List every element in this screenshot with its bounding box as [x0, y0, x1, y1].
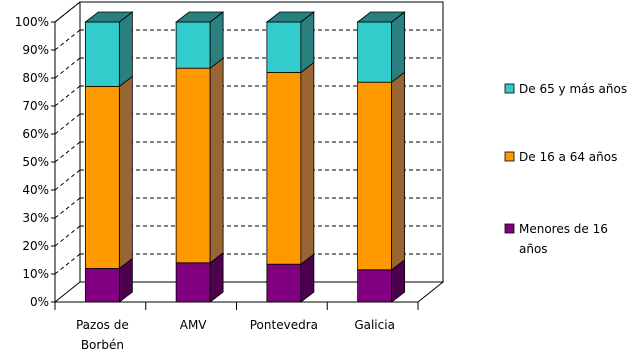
y-tick-label: 70%	[22, 99, 49, 113]
y-tick-label: 20%	[22, 239, 49, 253]
y-tick-label: 40%	[22, 183, 49, 197]
y-tick-label: 10%	[22, 267, 49, 281]
bar-segment	[175, 21, 211, 69]
bar-segment	[175, 262, 211, 303]
bar-side	[391, 71, 406, 271]
y-axis-ticks: 0% 10% 20% 30% 40% 50% 60% 70% 80% 90% 100%	[15, 15, 55, 309]
legend-swatch	[504, 223, 515, 234]
x-tick-label: Borbén	[81, 338, 124, 352]
bar-top	[84, 11, 134, 23]
bar-segment	[175, 67, 211, 264]
legend-label: Menores de 16	[519, 222, 608, 236]
bar-side	[300, 11, 315, 74]
legend-swatch	[504, 151, 515, 162]
x-axis-ticks: Pazos de Borbén AMV Pontevedra Galicia	[54, 302, 419, 352]
bar-segment	[357, 21, 393, 83]
legend-label: De 16 a 64 años	[519, 150, 617, 164]
legend-swatch	[504, 83, 515, 94]
x-tick-label: Pontevedra	[250, 318, 318, 332]
bar-segment	[357, 81, 393, 271]
bar-segment	[266, 72, 302, 265]
bar-segment	[84, 267, 120, 303]
gridline-side	[54, 1, 81, 23]
bar-segment	[84, 21, 120, 87]
y-tick-label: 0%	[30, 295, 49, 309]
bar-side	[300, 61, 315, 266]
legend: De 65 y más años De 16 a 64 años Menores d…	[504, 82, 627, 256]
x-tick-label: Pazos de	[76, 318, 129, 332]
gridline-side	[54, 57, 81, 79]
bar-segment	[357, 269, 393, 303]
bar-side	[118, 11, 133, 88]
x-tick-label: AMV	[180, 318, 208, 332]
legend-label: años	[519, 242, 548, 256]
bar-segment	[84, 86, 120, 269]
bar-top	[356, 11, 406, 23]
gridline-side	[54, 169, 81, 191]
y-tick-label: 80%	[22, 71, 49, 85]
y-tick-label: 60%	[22, 127, 49, 141]
gridline-side	[54, 141, 81, 163]
bar-side	[118, 75, 133, 270]
gridline-side	[54, 85, 81, 107]
bar-segment	[266, 263, 302, 303]
y-tick-label: 50%	[22, 155, 49, 169]
bar-side	[209, 57, 224, 264]
y-tick-label: 90%	[22, 43, 49, 57]
bar-top	[265, 11, 316, 23]
bar-side	[391, 11, 406, 84]
legend-label: De 65 y más años	[519, 82, 627, 96]
bar-segment	[266, 21, 302, 73]
bar-top	[174, 11, 225, 23]
y-tick-label: 30%	[22, 211, 49, 225]
gridline-side	[54, 225, 81, 247]
gridline-side	[54, 253, 81, 275]
y-tick-label: 100%	[15, 15, 49, 29]
gridline-side	[54, 29, 81, 51]
bars	[84, 11, 406, 303]
gridline-side	[54, 197, 81, 219]
x-tick-label: Galicia	[354, 318, 395, 332]
gridline-side	[54, 113, 81, 135]
